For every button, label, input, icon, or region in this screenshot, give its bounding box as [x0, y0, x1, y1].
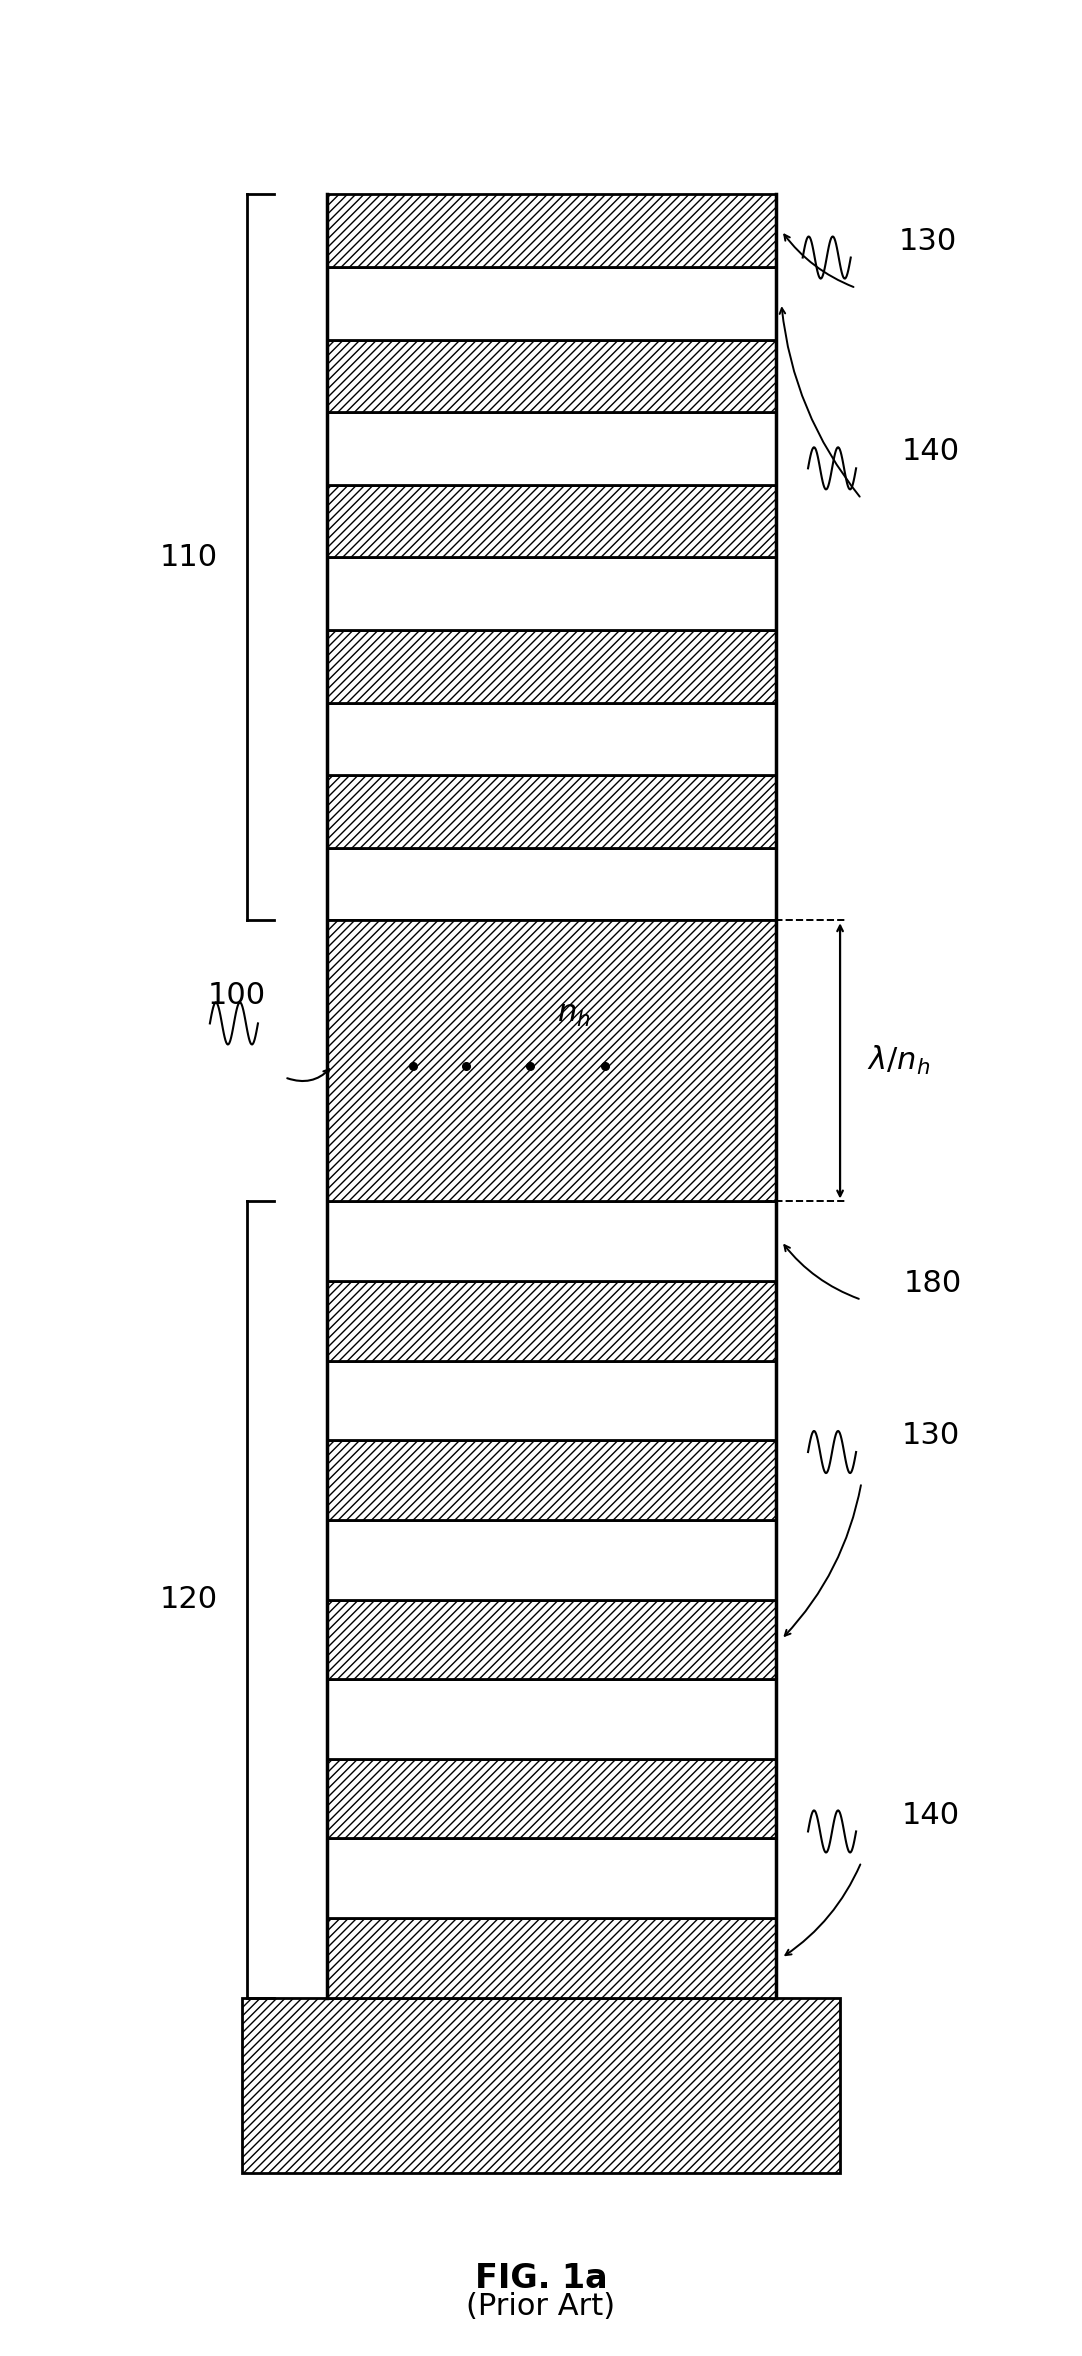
Bar — [328, 1520, 776, 1600]
Bar — [242, 1998, 840, 2172]
Text: 100: 100 — [208, 980, 266, 1011]
Bar — [328, 921, 776, 1202]
Bar — [328, 1600, 776, 1680]
Bar — [328, 775, 776, 848]
Bar — [328, 702, 776, 775]
Bar — [328, 485, 776, 558]
Bar — [328, 1760, 776, 1838]
Bar — [328, 1202, 776, 1282]
Bar — [328, 1918, 776, 1998]
Text: $n_h$: $n_h$ — [557, 999, 591, 1030]
Text: FIG. 1a: FIG. 1a — [475, 2262, 607, 2295]
Text: 140: 140 — [902, 1800, 960, 1831]
Bar — [328, 558, 776, 629]
Bar — [328, 1680, 776, 1760]
Text: 130: 130 — [902, 1421, 960, 1451]
Text: 120: 120 — [159, 1586, 217, 1614]
Bar — [328, 1282, 776, 1362]
Bar — [328, 1440, 776, 1520]
Bar — [328, 1362, 776, 1440]
Text: 130: 130 — [899, 226, 958, 257]
Bar — [328, 629, 776, 702]
Text: $\lambda/n_h$: $\lambda/n_h$ — [867, 1044, 929, 1077]
Bar — [328, 412, 776, 485]
Bar — [328, 848, 776, 921]
Text: 110: 110 — [159, 542, 217, 573]
Text: 180: 180 — [905, 1270, 962, 1298]
Bar — [328, 1838, 776, 1918]
Bar — [328, 339, 776, 412]
Text: 140: 140 — [902, 438, 960, 466]
Bar — [328, 266, 776, 339]
Bar — [328, 193, 776, 266]
Text: (Prior Art): (Prior Art) — [466, 2292, 616, 2321]
